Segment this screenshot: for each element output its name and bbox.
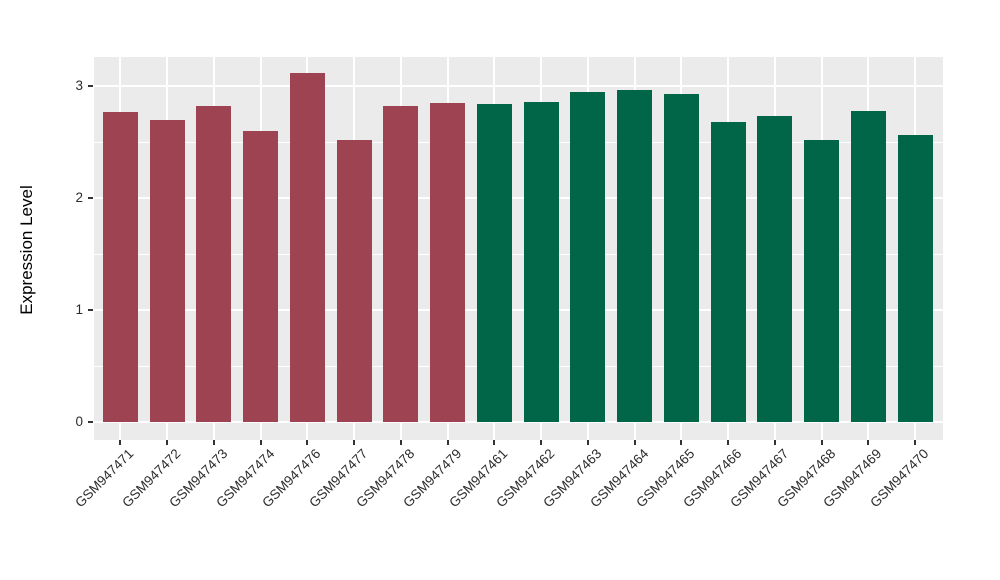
bar-GSM947473 [196, 106, 232, 422]
bar-GSM947476 [289, 72, 325, 422]
y-tick-label-3: 3 [75, 78, 83, 93]
gridline-major-y3 [94, 85, 943, 87]
x-tick-mark-GSM947468 [820, 440, 823, 445]
x-tick-mark-GSM947479 [446, 440, 449, 445]
x-tick-mark-GSM947462 [540, 440, 543, 445]
x-tick-mark-GSM947476 [306, 440, 309, 445]
y-axis-title: Expression Level [17, 185, 36, 315]
bar-GSM947467 [757, 116, 793, 422]
gridline-major-y1 [94, 309, 943, 311]
gridline-major-y0 [94, 421, 943, 423]
y-tick-mark-2 [88, 197, 93, 199]
bar-GSM947470 [897, 135, 933, 422]
bar-GSM947469 [850, 110, 886, 422]
x-tick-mark-GSM947470 [914, 440, 917, 445]
x-tick-mark-GSM947463 [586, 440, 589, 445]
x-tick-mark-GSM947474 [259, 440, 262, 445]
x-tick-mark-GSM947467 [773, 440, 776, 445]
y-tick-label-0: 0 [75, 414, 83, 429]
bar-GSM947478 [383, 106, 419, 422]
y-tick-label-1: 1 [75, 302, 83, 317]
y-tick-label-2: 2 [75, 190, 83, 205]
x-tick-mark-GSM947477 [353, 440, 356, 445]
x-tick-mark-GSM947473 [212, 440, 215, 445]
bar-GSM947462 [523, 101, 559, 422]
x-tick-mark-GSM947469 [867, 440, 870, 445]
x-tick-mark-GSM947465 [680, 440, 683, 445]
bar-GSM947466 [710, 121, 746, 422]
bar-GSM947465 [663, 93, 699, 422]
bar-GSM947472 [149, 119, 185, 422]
bar-GSM947464 [617, 90, 653, 422]
x-tick-mark-GSM947471 [119, 440, 122, 445]
gridline-major-y2 [94, 197, 943, 199]
bar-GSM947463 [570, 91, 606, 422]
x-tick-mark-GSM947472 [166, 440, 169, 445]
x-tick-mark-GSM947464 [633, 440, 636, 445]
bar-GSM947468 [804, 139, 840, 422]
bar-GSM947477 [336, 139, 372, 422]
x-tick-mark-GSM947478 [399, 440, 402, 445]
bar-GSM947479 [430, 102, 466, 422]
gridline-minor-y2.5 [94, 141, 943, 143]
gridline-minor-y0.5 [94, 365, 943, 367]
bar-GSM947471 [102, 111, 138, 422]
bar-GSM947474 [243, 130, 279, 422]
x-tick-mark-GSM947461 [493, 440, 496, 445]
y-tick-mark-3 [88, 85, 93, 87]
y-tick-mark-1 [88, 309, 93, 311]
bar-GSM947461 [476, 103, 512, 422]
y-tick-mark-0 [88, 421, 93, 423]
gridline-minor-y1.5 [94, 253, 943, 255]
x-tick-mark-GSM947466 [727, 440, 730, 445]
